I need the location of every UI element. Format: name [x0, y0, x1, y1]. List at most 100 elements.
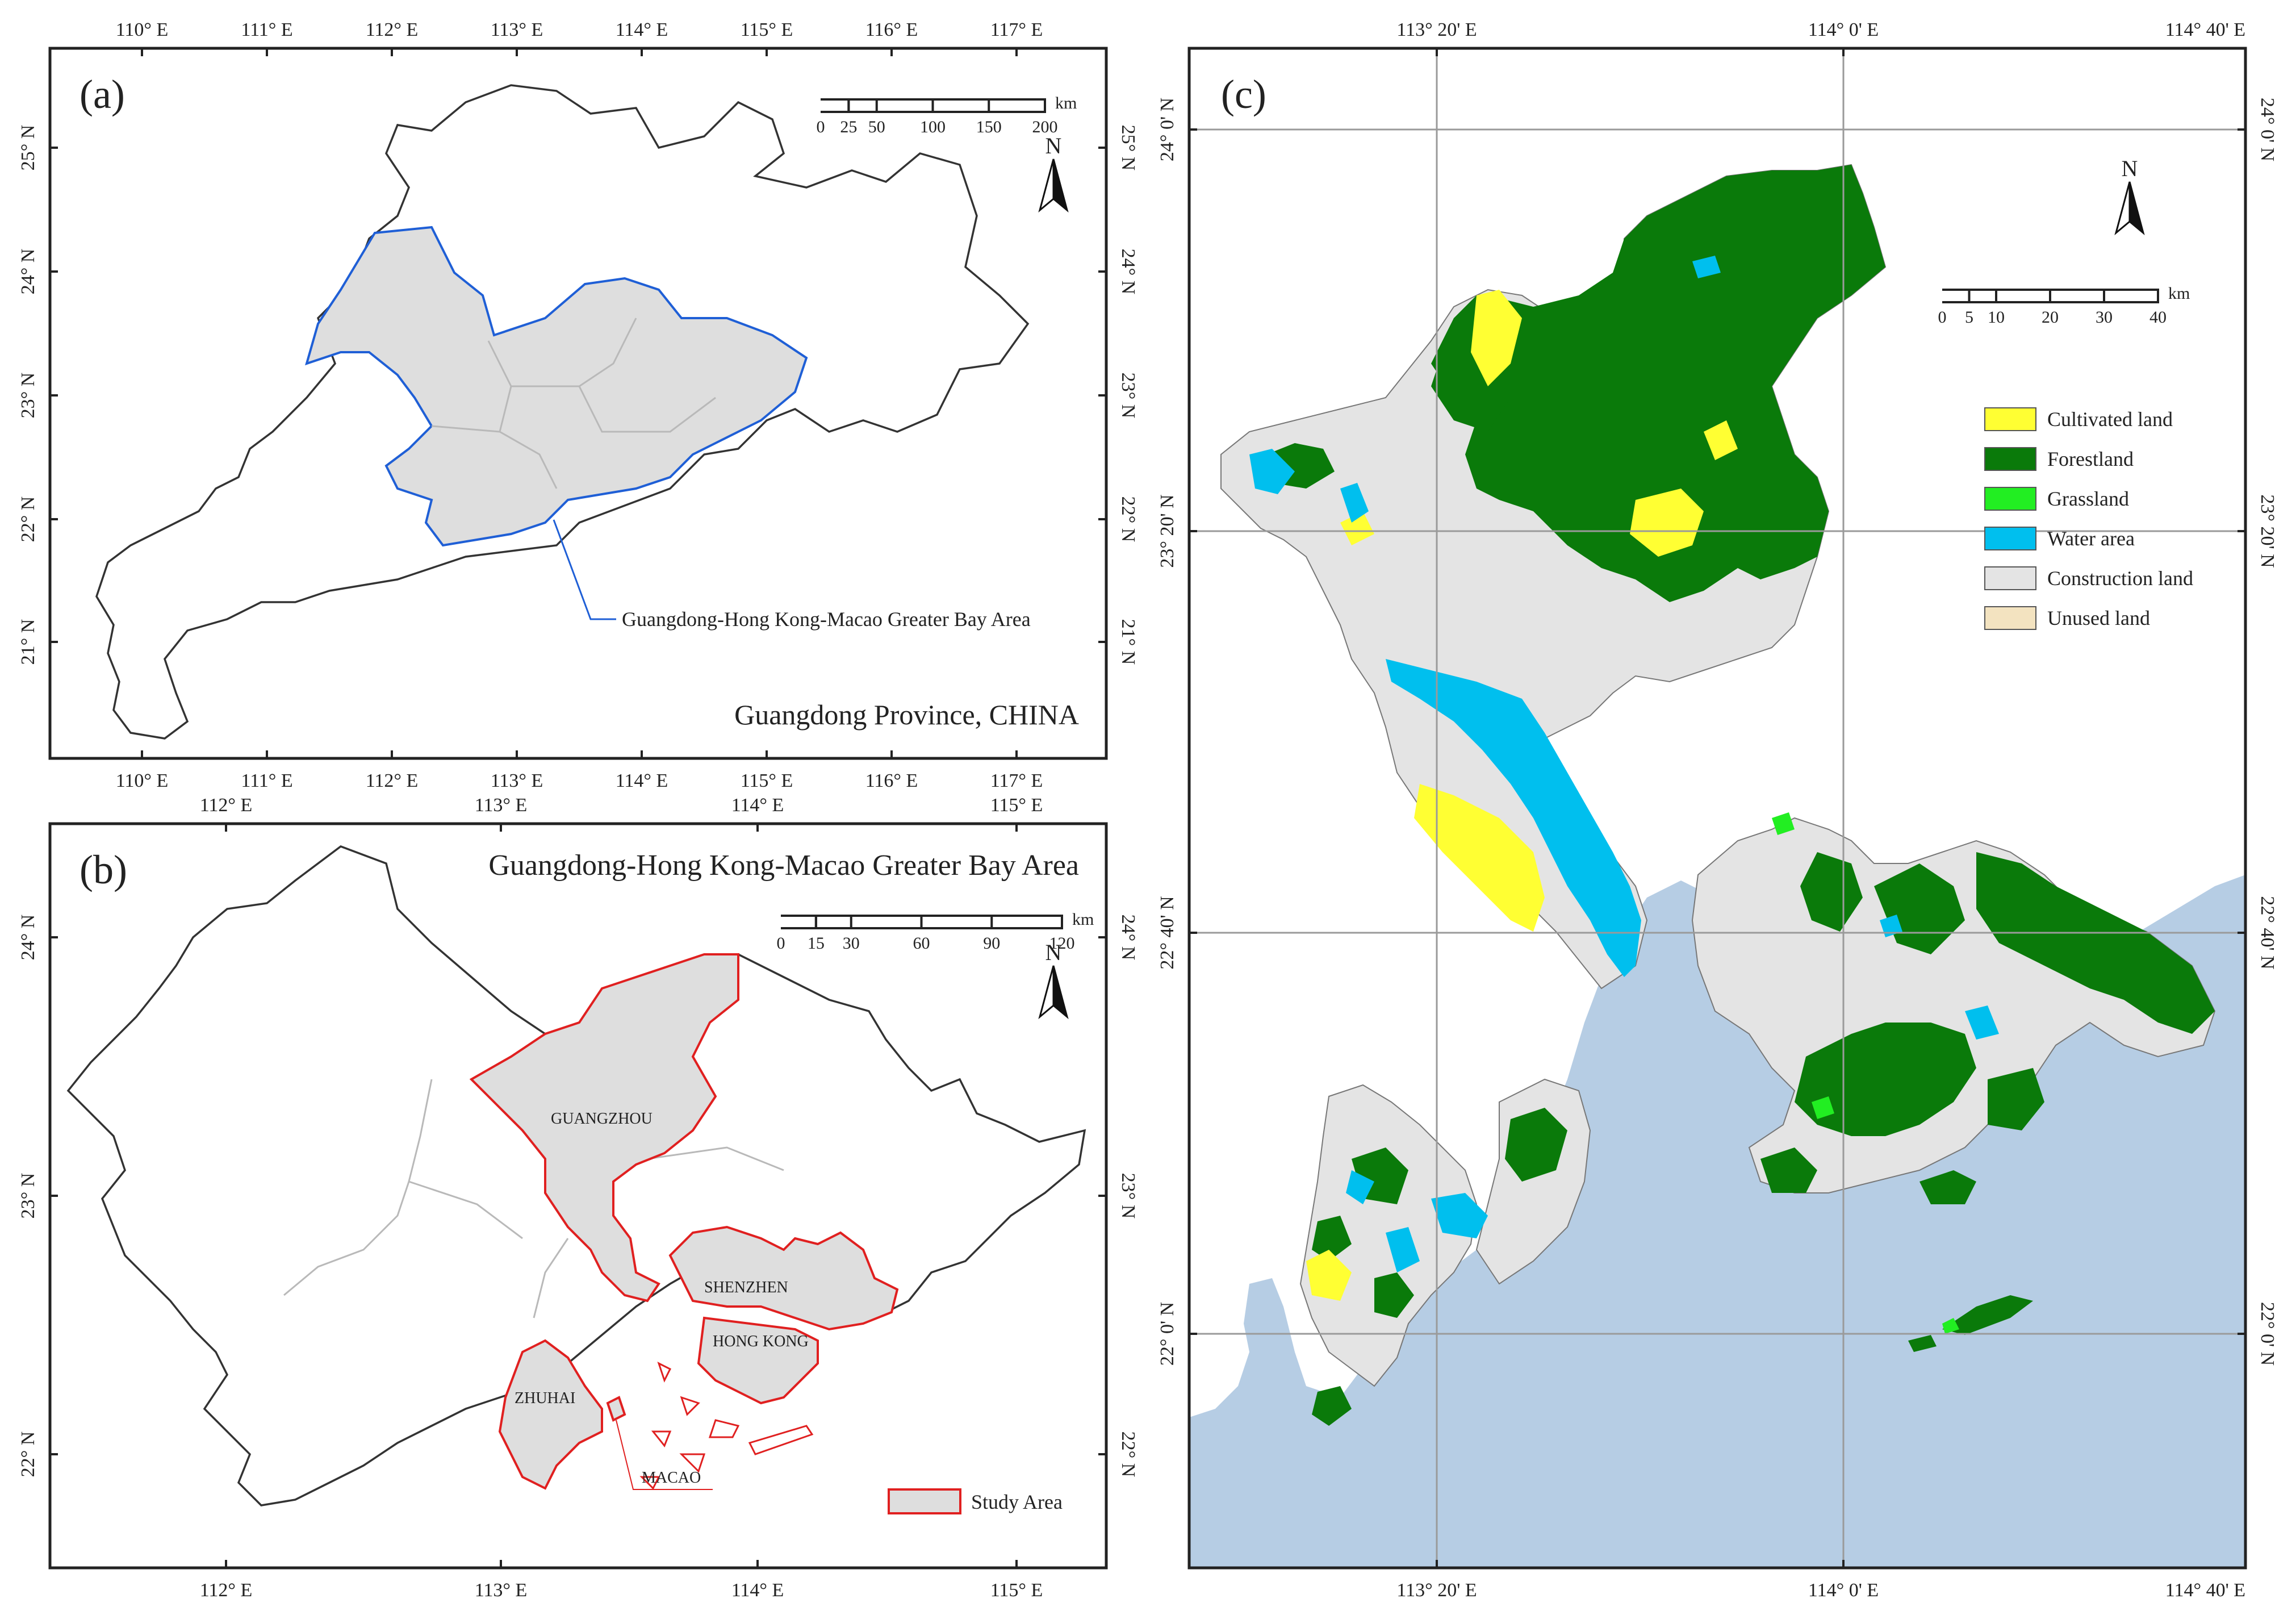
lat-label-right: 22° N: [1118, 1432, 1139, 1478]
panel-b-right-lat-ticks: 24° N 23° N 22° N: [1098, 915, 1139, 1478]
lon-label-top: 112° E: [200, 795, 253, 816]
legend-label: Grassland: [2047, 487, 2129, 510]
legend-swatch: [1984, 447, 2036, 471]
lat-label-right: 22° N: [1118, 496, 1139, 542]
panel-c-top-lon-ticks: 113° 20' E 114° 0' E 114° 40' E: [1396, 19, 2247, 56]
city-label-macao: MACAO: [642, 1469, 701, 1487]
scalebar-segment: [931, 98, 990, 113]
lon-label-top: 110° E: [116, 19, 169, 40]
panel-a-subtitle: Guangdong Province, CHINA: [734, 699, 1079, 731]
lon-label-bottom: 114° 40' E: [2165, 1580, 2245, 1601]
scalebar-tick-label: 20: [2042, 308, 2059, 327]
lat-label-left: 23° N: [18, 1173, 39, 1219]
panel-c-right-lat-ticks: 24° 0' N 23° 20' N 22° 40' N 22° 0' N: [2238, 98, 2278, 1366]
scalebar-tick-label: 100: [920, 118, 946, 136]
north-arrow-icon: [1038, 965, 1055, 1020]
lat-label-right: 23° N: [1118, 1173, 1139, 1219]
scalebar-segment: [920, 915, 993, 929]
panel-b-top-lon-ticks: 112° E 113° E 114° E 115° E: [200, 795, 1043, 832]
lat-label-left: 23° 20' N: [1157, 494, 1178, 567]
lat-label-right: 23° N: [1118, 373, 1139, 419]
scalebar-tick-label: 60: [913, 934, 930, 953]
city-label-hongkong: HONG KONG: [713, 1333, 809, 1350]
legend-swatch: [1984, 606, 2036, 630]
scalebar-tick-label: 40: [2149, 308, 2167, 327]
panel-c-grid: [1189, 48, 2245, 1568]
legend-label: Forestland: [2047, 448, 2134, 470]
scalebar-segment: [989, 98, 1046, 113]
inner-city-boundaries: [283, 1079, 784, 1318]
scalebar-segment: [821, 98, 850, 113]
lon-label-bottom: 114° E: [731, 1580, 784, 1601]
lon-label-bottom: 115° E: [741, 770, 793, 791]
panel-a-scalebar: 0 25 50 100 150 200 km: [817, 94, 1077, 136]
lon-label-bottom: 113° E: [491, 770, 543, 791]
panel-b-north-arrow: N: [1038, 940, 1069, 1020]
lon-label-bottom: 111° E: [241, 770, 292, 791]
lat-label-left: 21° N: [18, 619, 39, 665]
lon-label-top: 114° E: [616, 19, 668, 40]
lon-label-bottom: 116° E: [865, 770, 918, 791]
shenzhen-region: [668, 1225, 899, 1331]
scalebar-segment: [876, 98, 934, 113]
guangdong-outline: [95, 84, 1030, 740]
panel-c: (c) 113° 20' E 114° 0' E 114° 40' E 113° 2…: [1157, 19, 2278, 1601]
lon-label-bottom: 112° E: [366, 770, 419, 791]
scalebar-unit: km: [2168, 284, 2190, 303]
north-arrow-label: N: [1045, 940, 1062, 965]
lon-label-top: 114° 0' E: [1808, 19, 1879, 40]
scalebar-tick-label: 200: [1032, 118, 1058, 136]
lat-label-left: 22° N: [18, 496, 39, 542]
lat-label-right: 24° N: [1118, 915, 1139, 961]
gba-internal-boundaries: [431, 318, 716, 489]
panel-a-label: (a): [80, 72, 125, 117]
north-arrow-icon: [1038, 158, 1055, 213]
legend-label: Water area: [2047, 527, 2135, 550]
panel-a-frame: [48, 47, 1108, 760]
legend-swatch: [1984, 527, 2036, 550]
lat-label-right: 24° 0' N: [2257, 98, 2278, 161]
panel-a-top-lon-ticks: 110° E 111° E 112° E 113° E 114° E 115° E 116°…: [116, 19, 1043, 56]
scalebar-tick-label: 0: [777, 934, 785, 953]
legend-label: Construction land: [2047, 567, 2193, 590]
study-area-islands: [639, 1362, 814, 1490]
panel-a-north-arrow: N: [1038, 133, 1069, 213]
lat-label-right: 22° 0' N: [2257, 1302, 2278, 1366]
lat-label-left: 22° 0' N: [1157, 1302, 1178, 1366]
panel-c-label: (c): [1221, 72, 1266, 117]
scalebar-tick-label: 15: [808, 934, 825, 953]
panel-c-frame: [1187, 47, 2247, 1570]
panel-c-bottom-lon-ticks: 113° 20' E 114° 0' E 114° 40' E: [1396, 1560, 2247, 1601]
scalebar-tick-label: 30: [843, 934, 860, 953]
lon-label-bottom: 110° E: [116, 770, 169, 791]
panel-b-scalebar: 0 15 30 60 90 120 km: [777, 910, 1094, 953]
forestland-patches: [1266, 165, 2215, 1426]
lon-label-top: 114° E: [731, 795, 784, 816]
study-area-legend-swatch: [888, 1488, 961, 1514]
lat-label-left: 22° N: [18, 1432, 39, 1478]
panel-c-north-arrow: N: [2114, 156, 2145, 236]
grassland-patches: [1772, 812, 1959, 1334]
scalebar-tick-label: 0: [817, 118, 825, 136]
panel-b-bottom-lon-ticks: 112° E 113° E 114° E 115° E: [200, 1560, 1043, 1601]
cultivated-land-patches: [1306, 290, 1738, 1301]
scalebar-unit: km: [1072, 910, 1094, 929]
lon-label-top: 116° E: [865, 19, 918, 40]
city-label-shenzhen: SHENZHEN: [704, 1279, 788, 1296]
lon-label-top: 111° E: [241, 19, 292, 40]
city-label-zhuhai: ZHUHAI: [515, 1389, 575, 1407]
lat-label-right: 21° N: [1118, 619, 1139, 665]
hongkong-region: [697, 1316, 819, 1405]
macao-callout: [616, 1420, 713, 1490]
legend-swatch: [1984, 487, 2036, 511]
lon-label-bottom: 115° E: [990, 1580, 1043, 1601]
panel-a: Guangdong-Hong Kong-Macao Greater Bay Ar…: [18, 19, 1139, 791]
scalebar-tick-label: 10: [1988, 308, 2005, 327]
lon-label-bottom: 114° 0' E: [1808, 1580, 1879, 1601]
lat-label-right: 23° 20' N: [2257, 494, 2278, 567]
lon-label-top: 112° E: [366, 19, 419, 40]
panel-b: GUANGZHOU SHENZHEN HONG KONG ZHUHAI MACA…: [18, 795, 1139, 1601]
zhuhai-region: [498, 1339, 603, 1490]
macao-region: [606, 1396, 626, 1422]
